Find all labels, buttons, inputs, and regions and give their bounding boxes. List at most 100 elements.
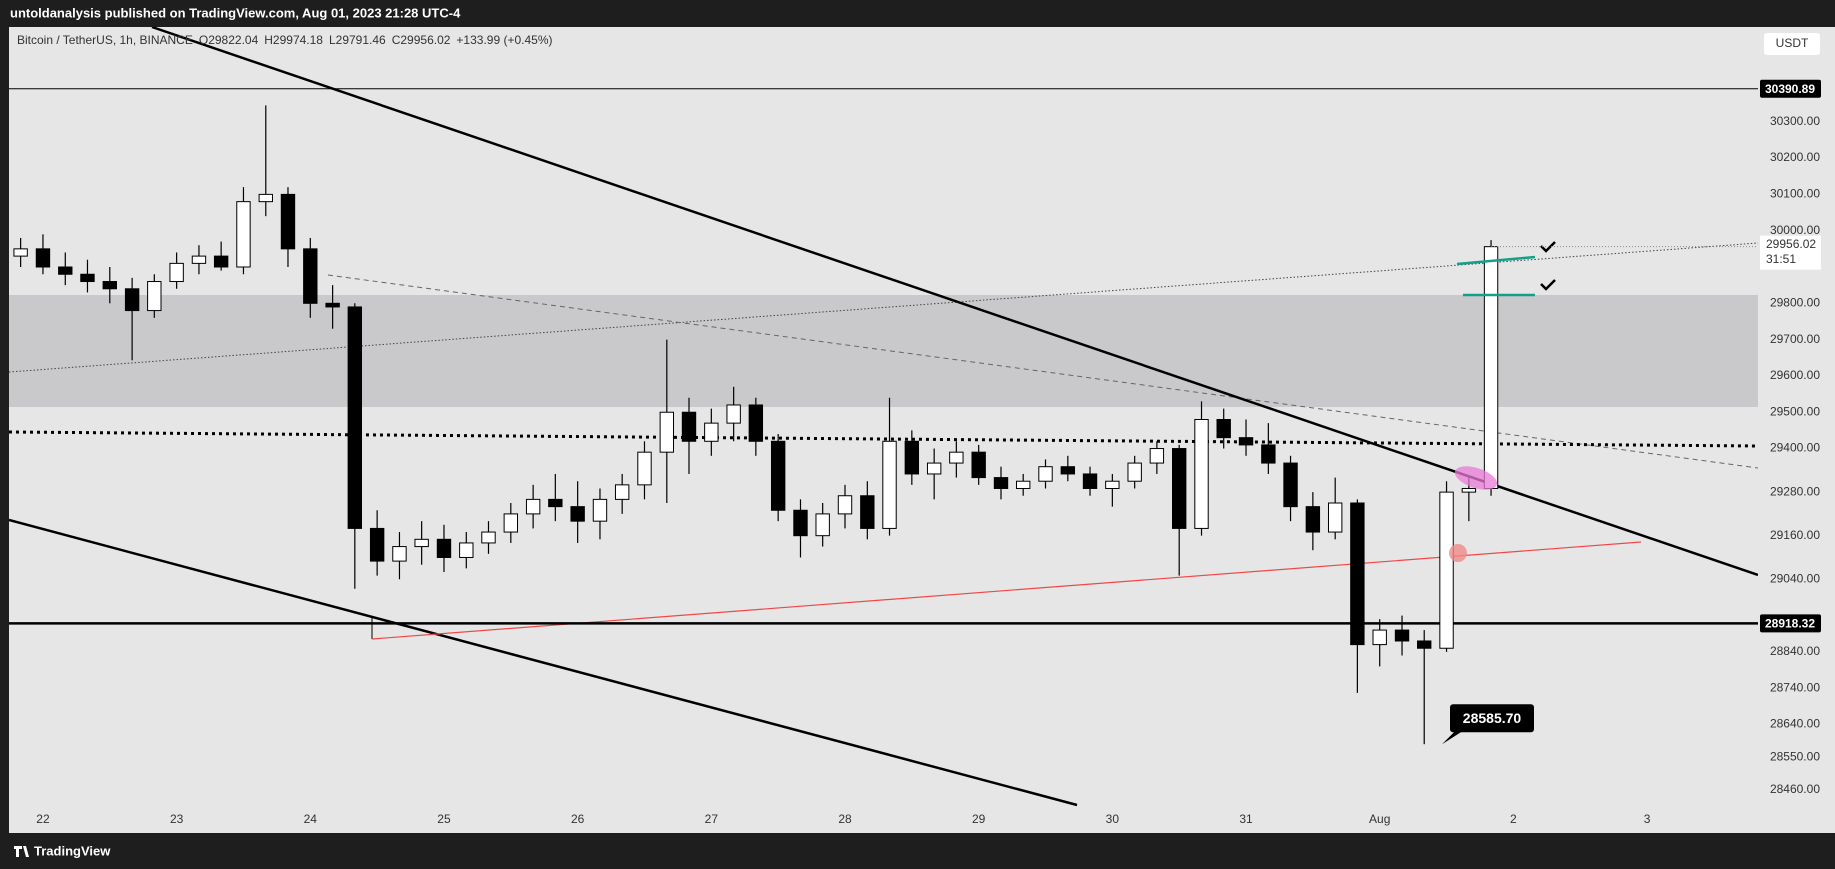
candle-body — [548, 498, 563, 508]
candle-body — [681, 411, 697, 442]
x-tick-label: 2 — [1510, 812, 1517, 826]
legend-high: H29974.18 — [264, 33, 323, 47]
chart-background — [9, 27, 1835, 833]
y-tick-label: 28740.00 — [1770, 680, 1820, 694]
candle-body — [837, 495, 853, 515]
x-tick-label: 24 — [304, 812, 318, 826]
channel-line — [9, 518, 1078, 807]
candle-body — [325, 302, 340, 308]
level-line — [9, 430, 1758, 448]
overlay: Bitcoin / TetherUS, 1h, BINANCE O29822.04… — [17, 33, 1821, 745]
candle-body — [570, 506, 585, 522]
legend-open: O29822.04 — [199, 33, 259, 47]
highlight — [1454, 466, 1498, 490]
price-line-tag — [1760, 614, 1821, 633]
candle-body — [503, 513, 519, 533]
checkmark — [1540, 241, 1556, 253]
candle-body — [1417, 640, 1432, 649]
candle-body — [280, 193, 296, 250]
legend-close: C29956.02 — [392, 33, 451, 47]
y-tick-label: 29280.00 — [1770, 484, 1820, 498]
y-tick-label: 28640.00 — [1770, 717, 1820, 731]
candle-body — [347, 306, 363, 529]
candle-body — [191, 255, 207, 264]
candle-body — [748, 404, 764, 442]
highlight — [1449, 544, 1467, 562]
candle-body — [971, 451, 986, 479]
candle-body — [1394, 629, 1410, 642]
candle-body — [124, 288, 140, 312]
annotations — [1449, 241, 1556, 562]
publish-info: untoldanalysis published on TradingView.… — [10, 5, 461, 20]
y-tick-label: 29700.00 — [1770, 332, 1820, 346]
candle-body — [35, 248, 51, 268]
brand: TradingView — [34, 843, 111, 858]
brand-logo — [14, 846, 29, 857]
candle-body — [1082, 473, 1098, 489]
candle-body — [1350, 502, 1365, 646]
price-line-tag — [1760, 79, 1821, 98]
price-axis: 30300.00 30200.00 30100.00 30000.00 29800.00… — [36, 114, 1820, 826]
legend-change: +133.99 (+0.45%) — [456, 33, 552, 47]
price-lines — [9, 88, 1758, 625]
candle-body — [1127, 462, 1142, 482]
y-tick-label: 29400.00 — [1770, 441, 1820, 455]
callout-label: 28585.70 — [1463, 710, 1522, 726]
candle-body — [58, 266, 73, 275]
candle-body — [637, 451, 652, 486]
x-tick-label: 22 — [36, 812, 50, 826]
candle-body — [369, 527, 385, 562]
candle-body — [1238, 437, 1254, 446]
candle-body — [13, 248, 28, 257]
candle-body — [303, 248, 318, 304]
candle-body — [614, 484, 630, 500]
candle-body — [882, 440, 897, 529]
candle-body — [704, 422, 719, 442]
candle-body — [258, 193, 273, 203]
candle-body — [993, 477, 1009, 489]
candle-body — [147, 281, 162, 312]
candle-body — [1216, 418, 1231, 439]
candle-body — [392, 546, 407, 562]
x-tick-label: 29 — [972, 812, 986, 826]
candle-body — [1105, 480, 1120, 489]
currency-button[interactable] — [1764, 33, 1820, 55]
candle-body — [1149, 448, 1165, 464]
x-tick-label: 27 — [705, 812, 719, 826]
currency-label[interactable]: USDT — [1776, 36, 1809, 50]
candle-body — [1372, 629, 1387, 646]
candle-body — [481, 531, 496, 544]
candle-body — [525, 498, 541, 515]
checkmark — [1540, 279, 1556, 291]
candle-body — [1171, 448, 1187, 529]
trendline — [327, 274, 1758, 469]
callout-pointer — [1442, 730, 1464, 745]
x-tick-label: 26 — [571, 812, 585, 826]
y-tick-label: 29040.00 — [1770, 571, 1820, 585]
y-tick-label: 28840.00 — [1770, 644, 1820, 658]
price-line-label: 28918.32 — [1765, 617, 1815, 631]
candle-body — [1060, 466, 1076, 475]
y-tick-label: 29160.00 — [1770, 528, 1820, 542]
y-tick-label: 30200.00 — [1770, 150, 1820, 164]
y-tick-label: 29800.00 — [1770, 295, 1820, 309]
candle-body — [213, 255, 229, 268]
candle-body — [1015, 480, 1031, 489]
candle-body — [1461, 487, 1477, 493]
drawings — [9, 27, 1758, 807]
candle-body — [1261, 444, 1276, 464]
last-price-label: 29956.02 — [1766, 237, 1816, 251]
countdown: 31:51 — [1766, 252, 1796, 266]
candle-body — [436, 538, 452, 558]
legend: Bitcoin / TetherUS, 1h, BINANCE O29822.04… — [17, 33, 553, 47]
candle-body — [1439, 491, 1454, 649]
candle-body — [793, 509, 808, 537]
y-tick-label: 30300.00 — [1770, 114, 1820, 128]
zone — [9, 295, 1758, 407]
price-line-label: 30390.89 — [1765, 82, 1815, 96]
candle-body — [860, 495, 875, 529]
candle-body — [1038, 466, 1053, 482]
candle-body — [659, 411, 675, 453]
candle-body — [1283, 462, 1298, 508]
